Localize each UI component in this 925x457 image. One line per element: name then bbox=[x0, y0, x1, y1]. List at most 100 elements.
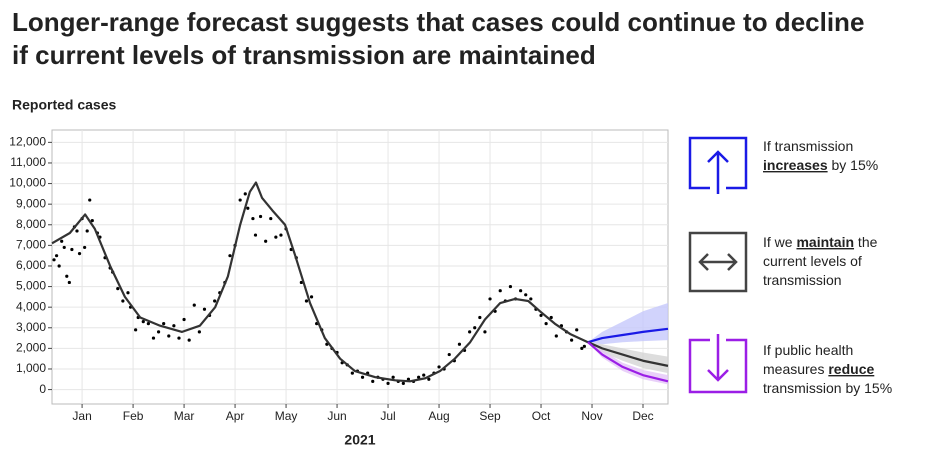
legend-text-part: If transmission bbox=[763, 138, 853, 154]
data-point bbox=[83, 245, 87, 250]
forecast-line bbox=[587, 341, 669, 383]
data-point bbox=[401, 381, 405, 385]
y-tick-label: 4,000 bbox=[16, 299, 46, 313]
data-point bbox=[126, 291, 130, 295]
y-axis-label: Reported cases bbox=[12, 97, 116, 113]
data-point bbox=[422, 373, 426, 377]
data-point bbox=[141, 319, 145, 324]
data-point bbox=[386, 381, 390, 385]
data-point bbox=[529, 297, 533, 301]
data-point bbox=[238, 198, 242, 202]
legend-icon bbox=[688, 136, 748, 194]
data-point bbox=[488, 297, 492, 301]
x-tick-label: Jan bbox=[72, 409, 91, 423]
data-point bbox=[554, 334, 558, 338]
data-point bbox=[246, 206, 250, 210]
legend-text-part: measures bbox=[763, 361, 828, 377]
data-point bbox=[457, 342, 462, 346]
legend-text: measures reduce bbox=[763, 361, 874, 377]
y-tick-label: 3,000 bbox=[16, 320, 46, 334]
data-point bbox=[468, 330, 472, 334]
data-point bbox=[264, 239, 268, 243]
data-point bbox=[156, 330, 161, 334]
data-point bbox=[309, 295, 314, 299]
data-point bbox=[52, 258, 56, 262]
data-point bbox=[580, 346, 584, 350]
data-point bbox=[304, 299, 309, 303]
icon-arrow bbox=[707, 150, 729, 194]
data-point bbox=[350, 371, 354, 375]
data-point bbox=[447, 352, 451, 357]
legend-text-part: If public health bbox=[763, 342, 853, 358]
y-tick-label: 12,000 bbox=[9, 135, 46, 149]
legend-text-part: maintain bbox=[796, 234, 854, 250]
y-tick-label: 5,000 bbox=[16, 279, 46, 293]
legend-text-part: transmission by 15% bbox=[763, 380, 892, 396]
data-point bbox=[77, 252, 82, 256]
data-point bbox=[371, 379, 375, 383]
data-point bbox=[279, 233, 283, 237]
legend-text: transmission by 15% bbox=[763, 380, 892, 396]
legend-text-part: increases bbox=[763, 157, 828, 173]
data-point bbox=[197, 330, 201, 334]
data-point bbox=[508, 284, 513, 289]
data-point bbox=[187, 338, 191, 342]
data-point bbox=[167, 334, 171, 338]
data-point bbox=[90, 219, 94, 223]
x-tick-label: Aug bbox=[428, 409, 449, 423]
data-point bbox=[274, 235, 278, 239]
data-point bbox=[582, 344, 586, 348]
x-axis-label: 2021 bbox=[344, 432, 375, 448]
legend-text-part: the bbox=[854, 234, 878, 250]
data-point bbox=[483, 330, 487, 334]
x-tick-label: Apr bbox=[226, 409, 245, 423]
icon-box bbox=[688, 338, 748, 394]
x-tick-label: Mar bbox=[174, 409, 195, 423]
data-point bbox=[151, 336, 156, 340]
data-point bbox=[70, 247, 74, 252]
data-point bbox=[177, 336, 181, 340]
data-point bbox=[258, 214, 263, 219]
x-tick-label: Jul bbox=[380, 409, 395, 423]
data-point bbox=[134, 328, 138, 332]
data-point bbox=[473, 326, 477, 330]
data-point bbox=[202, 307, 207, 311]
data-point bbox=[417, 375, 421, 379]
data-point bbox=[360, 375, 365, 379]
trend-line bbox=[51, 181, 589, 383]
data-point bbox=[192, 303, 196, 307]
y-tick-label: 6,000 bbox=[16, 258, 46, 272]
icon-arrow bbox=[707, 334, 729, 382]
data-point bbox=[85, 229, 89, 233]
icon-arrow bbox=[698, 253, 738, 271]
data-point bbox=[116, 287, 120, 291]
legend-text-part: If we bbox=[763, 234, 796, 250]
y-tick-label: 10,000 bbox=[9, 176, 46, 190]
legend-text-part: transmission bbox=[763, 272, 842, 288]
x-tick-label: May bbox=[275, 409, 298, 423]
forecast-line bbox=[587, 341, 669, 367]
forecast-band bbox=[587, 342, 668, 385]
data-point bbox=[391, 375, 395, 379]
data-point bbox=[437, 365, 441, 369]
data-point bbox=[213, 299, 217, 303]
data-point bbox=[146, 322, 150, 326]
data-point bbox=[299, 280, 303, 285]
data-point bbox=[498, 289, 502, 293]
icon-box bbox=[688, 231, 748, 293]
data-point bbox=[162, 322, 166, 326]
legend-text: transmission bbox=[763, 272, 842, 288]
legend-text: If transmission bbox=[763, 138, 853, 154]
data-point bbox=[544, 322, 548, 326]
x-tick-label: Sep bbox=[479, 409, 501, 423]
y-tick-label: 9,000 bbox=[16, 196, 46, 210]
data-point bbox=[524, 293, 528, 297]
data-point bbox=[427, 377, 431, 381]
data-point bbox=[478, 315, 482, 320]
x-tick-label: Oct bbox=[532, 409, 551, 423]
data-point bbox=[67, 280, 71, 285]
legend-text-part: current levels of bbox=[763, 253, 862, 269]
data-point bbox=[57, 264, 61, 268]
legend-text-part: reduce bbox=[828, 361, 874, 377]
